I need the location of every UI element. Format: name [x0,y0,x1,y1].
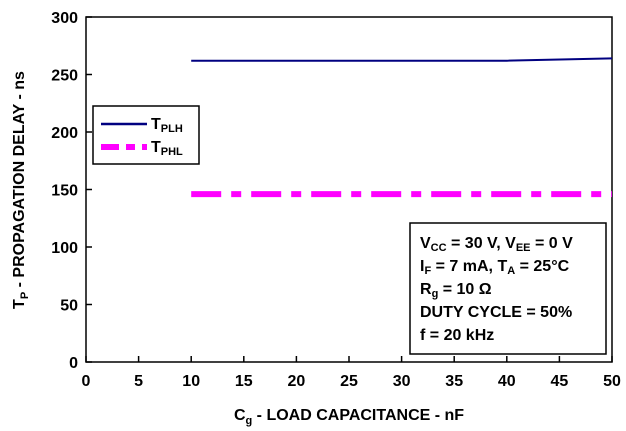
x-tick-label: 30 [393,373,411,390]
x-tick-label: 20 [288,373,306,390]
condition-line: IF = 7 mA, TA = 25°C [420,258,570,277]
x-tick-label: 45 [551,373,569,390]
x-axis-title: Cg - LOAD CAPACITANCE - nF [234,407,464,427]
legend-box [92,105,200,165]
y-tick-label: 0 [69,355,78,372]
axis-ticks: 0 5 10 15 20 25 30 35 40 45 50 0 50 100 150 200 250 300 [51,10,621,390]
condition-line: Rg = 10 Ω [420,281,492,300]
y-tick-label: 300 [51,10,78,27]
legend-label-tplh: TPLH [151,116,183,135]
condition-line: DUTY CYCLE = 50% [420,304,572,321]
legend-label-tphl: TPHL [151,139,183,158]
condition-line: VCC = 30 V, VEE = 0 V [420,235,573,254]
x-tick-label: 50 [603,373,621,390]
x-tick-label: 35 [445,373,463,390]
y-axis-title: TP - PROPAGATION DELAY - ns [11,71,31,309]
x-tick-label: 0 [82,373,91,390]
x-tick-label: 15 [235,373,253,390]
condition-line: f = 20 kHz [420,327,494,344]
series-lines [191,57,613,198]
x-tick-label: 40 [498,373,516,390]
x-tick-label: 5 [134,373,143,390]
y-tick-label: 150 [51,183,78,200]
y-tick-label: 50 [60,298,78,315]
y-tick-label: 200 [51,125,78,142]
x-tick-label: 25 [340,373,358,390]
legend: TPLH TPHL [92,105,200,165]
conditions-box [409,222,607,355]
x-tick-label: 10 [182,373,200,390]
series-line-tplh [191,57,613,62]
y-tick-label: 250 [51,68,78,85]
y-tick-label: 100 [51,240,78,257]
test-conditions: VCC = 30 V, VEE = 0 V IF = 7 mA, TA = 25°… [409,222,607,355]
